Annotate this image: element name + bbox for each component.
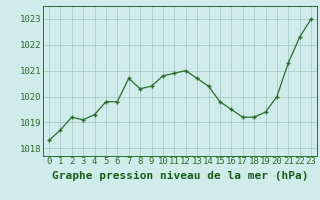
X-axis label: Graphe pression niveau de la mer (hPa): Graphe pression niveau de la mer (hPa) bbox=[52, 171, 308, 181]
